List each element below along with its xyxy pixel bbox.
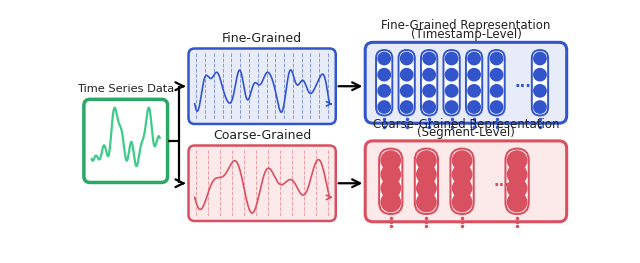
Circle shape bbox=[423, 69, 435, 81]
Circle shape bbox=[508, 165, 527, 184]
Circle shape bbox=[490, 85, 503, 97]
Circle shape bbox=[490, 52, 503, 65]
Circle shape bbox=[401, 69, 413, 81]
Circle shape bbox=[423, 52, 435, 65]
Circle shape bbox=[417, 151, 436, 170]
Circle shape bbox=[508, 179, 527, 198]
Circle shape bbox=[378, 69, 390, 81]
Circle shape bbox=[417, 165, 436, 184]
Circle shape bbox=[445, 52, 458, 65]
Text: Time Series Data: Time Series Data bbox=[77, 84, 174, 94]
Circle shape bbox=[468, 101, 480, 113]
Circle shape bbox=[508, 193, 527, 212]
Circle shape bbox=[445, 69, 458, 81]
Circle shape bbox=[508, 151, 527, 170]
Circle shape bbox=[378, 85, 390, 97]
Circle shape bbox=[490, 101, 503, 113]
Text: ...: ... bbox=[493, 174, 510, 189]
FancyBboxPatch shape bbox=[451, 149, 474, 214]
Circle shape bbox=[490, 69, 503, 81]
Circle shape bbox=[452, 151, 472, 170]
FancyBboxPatch shape bbox=[532, 50, 548, 115]
Circle shape bbox=[445, 101, 458, 113]
Circle shape bbox=[381, 151, 401, 170]
Text: Coarse-Grained: Coarse-Grained bbox=[213, 129, 311, 142]
Circle shape bbox=[417, 179, 436, 198]
Circle shape bbox=[378, 52, 390, 65]
Circle shape bbox=[468, 52, 480, 65]
Circle shape bbox=[452, 165, 472, 184]
Circle shape bbox=[423, 85, 435, 97]
Circle shape bbox=[452, 193, 472, 212]
FancyBboxPatch shape bbox=[376, 50, 392, 115]
Circle shape bbox=[423, 101, 435, 113]
FancyBboxPatch shape bbox=[379, 149, 403, 214]
FancyBboxPatch shape bbox=[365, 141, 566, 222]
Circle shape bbox=[534, 101, 546, 113]
FancyBboxPatch shape bbox=[506, 149, 529, 214]
Circle shape bbox=[381, 179, 401, 198]
Text: ...: ... bbox=[515, 75, 531, 90]
Circle shape bbox=[381, 193, 401, 212]
Circle shape bbox=[445, 85, 458, 97]
FancyBboxPatch shape bbox=[189, 48, 336, 124]
FancyBboxPatch shape bbox=[399, 50, 415, 115]
Text: Fine-Grained Representation: Fine-Grained Representation bbox=[381, 19, 550, 32]
Text: Fine-Grained: Fine-Grained bbox=[222, 32, 302, 45]
FancyBboxPatch shape bbox=[488, 50, 505, 115]
Circle shape bbox=[534, 85, 546, 97]
Circle shape bbox=[417, 193, 436, 212]
Text: Coarse-Grained Representation: Coarse-Grained Representation bbox=[372, 118, 559, 131]
FancyBboxPatch shape bbox=[444, 50, 460, 115]
Circle shape bbox=[452, 179, 472, 198]
Circle shape bbox=[401, 52, 413, 65]
Circle shape bbox=[468, 85, 480, 97]
Circle shape bbox=[401, 101, 413, 113]
Circle shape bbox=[534, 69, 546, 81]
Text: (Timestamp-Level): (Timestamp-Level) bbox=[410, 28, 522, 41]
Circle shape bbox=[378, 101, 390, 113]
Text: (Segment-Level): (Segment-Level) bbox=[417, 126, 515, 139]
FancyBboxPatch shape bbox=[189, 145, 336, 221]
FancyBboxPatch shape bbox=[84, 99, 168, 183]
Circle shape bbox=[534, 52, 546, 65]
Circle shape bbox=[381, 165, 401, 184]
FancyBboxPatch shape bbox=[466, 50, 482, 115]
Circle shape bbox=[401, 85, 413, 97]
Circle shape bbox=[468, 69, 480, 81]
FancyBboxPatch shape bbox=[365, 42, 566, 123]
FancyBboxPatch shape bbox=[415, 149, 438, 214]
FancyBboxPatch shape bbox=[421, 50, 437, 115]
